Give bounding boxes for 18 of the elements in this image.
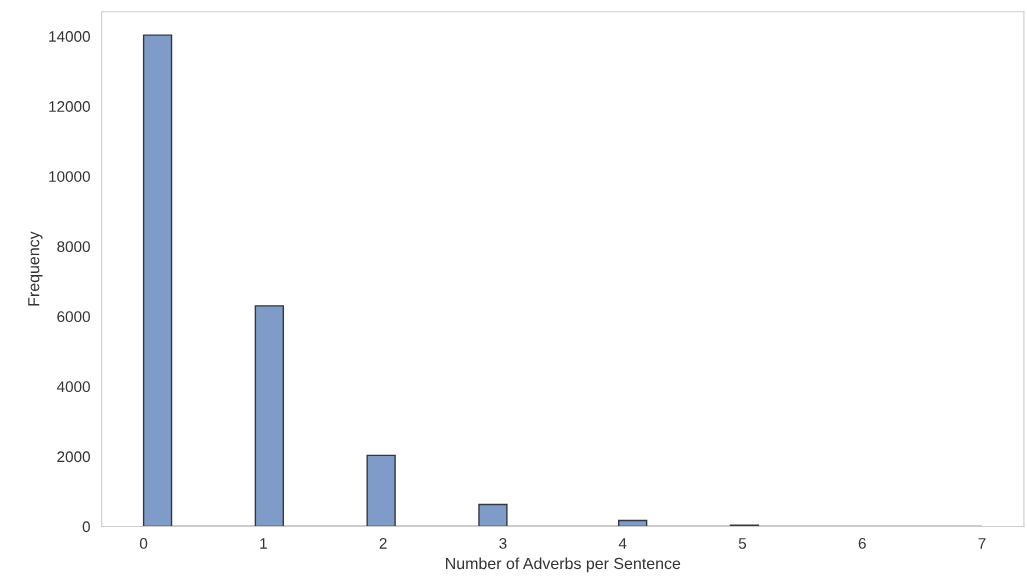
x-tick-label: 5: [738, 538, 747, 549]
y-tick-label: 12000: [49, 101, 90, 112]
y-tick-label: 0: [82, 521, 90, 533]
x-tick-label: 6: [858, 538, 866, 549]
y-tick-label: 2000: [57, 451, 90, 463]
x-tick-label: 7: [978, 538, 986, 549]
y-tick-label: 14000: [49, 31, 90, 42]
x-tick-label: 2: [379, 538, 387, 549]
y-tick-label: 10000: [49, 171, 90, 182]
x-tick-label: 3: [499, 538, 507, 549]
y-tick-label: 8000: [57, 241, 90, 253]
x-tick-label: 0: [139, 538, 148, 549]
y-tick-label: 6000: [57, 311, 90, 323]
x-tick-label: 4: [618, 538, 627, 549]
x-tick-label: 1: [260, 538, 267, 549]
y-tick-label: 4000: [56, 381, 90, 393]
x-axis-title: Number of Adverbs per Sentence: [446, 557, 681, 573]
y-axis-title: Frequency: [28, 231, 43, 306]
